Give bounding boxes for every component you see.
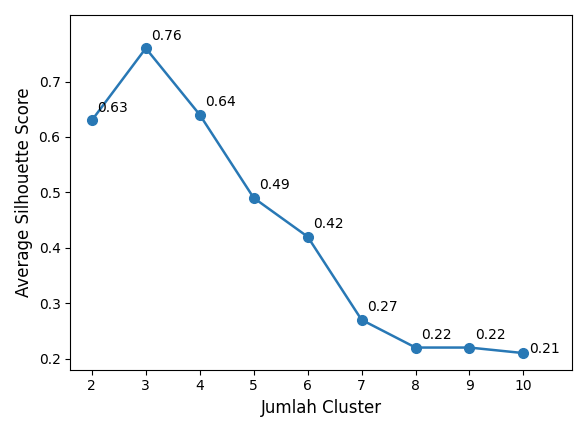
Y-axis label: Average Silhouette Score: Average Silhouette Score — [15, 88, 33, 297]
X-axis label: Jumlah Cluster: Jumlah Cluster — [261, 399, 382, 417]
Text: 0.49: 0.49 — [259, 178, 290, 192]
Text: 0.22: 0.22 — [421, 328, 451, 342]
Text: 0.42: 0.42 — [313, 217, 343, 231]
Text: 0.63: 0.63 — [97, 101, 128, 115]
Text: 0.27: 0.27 — [367, 300, 397, 314]
Text: 0.76: 0.76 — [151, 29, 182, 43]
Text: 0.64: 0.64 — [205, 95, 236, 109]
Text: 0.21: 0.21 — [529, 342, 559, 356]
Text: 0.22: 0.22 — [475, 328, 505, 342]
